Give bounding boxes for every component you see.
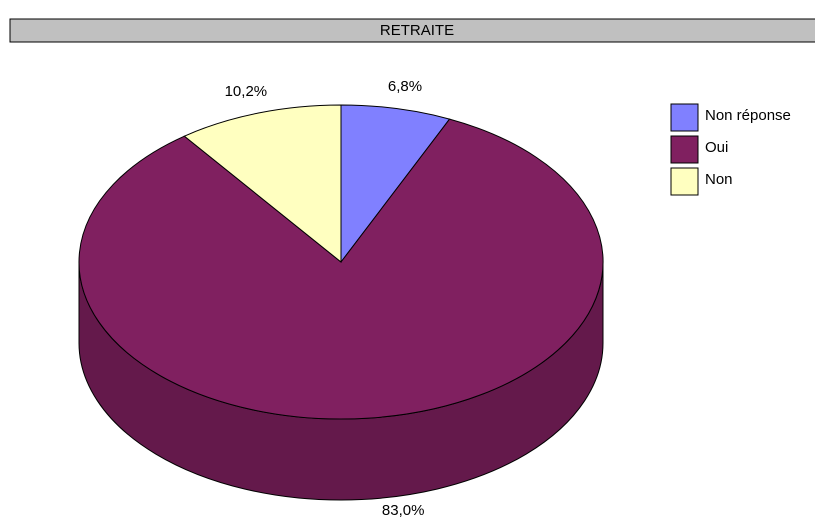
legend-label: Oui	[705, 139, 728, 156]
data-label: 6,8%	[388, 78, 422, 95]
pie-slice	[78, 118, 604, 420]
chart-title: RETRAITE	[380, 22, 454, 39]
data-label: 10,2%	[225, 83, 268, 100]
data-label: 83,0%	[382, 502, 425, 519]
legend-swatch	[670, 103, 699, 132]
legend-label: Non réponse	[705, 107, 791, 124]
legend-label: Non	[705, 171, 733, 188]
pie-slice	[340, 104, 451, 264]
legend-swatch	[670, 135, 699, 164]
title-bar	[9, 18, 815, 43]
legend-swatch	[670, 167, 699, 196]
pie-slice	[183, 104, 342, 264]
